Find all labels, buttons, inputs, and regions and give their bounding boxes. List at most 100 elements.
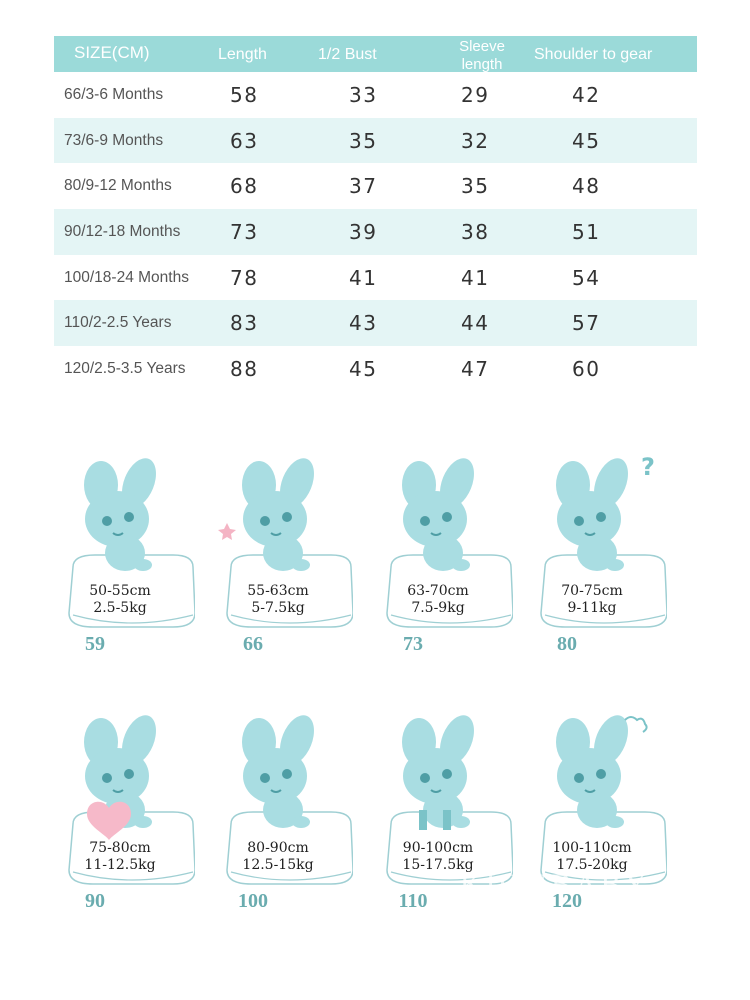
cell-half-bust: 37	[349, 174, 378, 199]
card-height: 50-55cm	[89, 583, 151, 599]
table-row: 66/3-6 Months 58 33 29 42	[54, 72, 697, 118]
bunny-body	[263, 792, 303, 828]
card-height: 75-80cm	[89, 840, 151, 856]
table-row: 80/9-12 Months 68 37 35 48	[54, 163, 697, 209]
cell-size: 90/12-18 Months	[64, 222, 181, 240]
card-height: 100-110cm	[552, 840, 632, 856]
cell-length: 88	[230, 356, 259, 381]
header-size: SIZE(CM)	[74, 43, 150, 62]
bunny-head	[403, 491, 467, 547]
bunny-heart-icon	[68, 715, 195, 885]
bunny-eye-right	[282, 512, 292, 522]
cell-half-bust: 35	[349, 128, 378, 153]
size-table: SIZE(CM) Length 1/2 Bust Sleeve length S…	[54, 36, 697, 392]
bunny-eye-left	[574, 773, 584, 783]
cell-size: 110/2-2.5 Years	[64, 314, 172, 332]
cell-half-bust: 45	[349, 356, 378, 381]
cell-shoulder-to-gear: 42	[572, 82, 601, 107]
bunny-foot	[452, 559, 470, 571]
steam-icon	[624, 716, 648, 733]
bunny-foot	[606, 559, 624, 571]
cell-shoulder-to-gear: 48	[572, 174, 601, 199]
bunny-head	[85, 748, 149, 804]
header-shoulder-to-gear: Shoulder to gear	[534, 46, 653, 63]
bunny-eye-right	[596, 512, 606, 522]
heart-icon	[87, 801, 131, 840]
table-row: 90/12-18 Months 73 39 38 51	[54, 209, 697, 255]
bunny-eye-right	[282, 769, 292, 779]
bunny-mouth	[430, 789, 442, 793]
tear-left-icon	[419, 810, 427, 830]
cushion-edge	[390, 614, 512, 624]
bunny-eye-right	[442, 512, 452, 522]
cell-shoulder-to-gear: 60	[572, 356, 601, 381]
size-card-110: 90-100cm 15-17.5kg 110	[363, 712, 513, 922]
cushion-edge	[544, 614, 666, 624]
cushion-icon	[226, 554, 353, 628]
cushion-icon	[540, 811, 667, 885]
bunny-eye-left	[420, 773, 430, 783]
cell-sleeve-length: 41	[461, 265, 490, 290]
cell-length: 68	[230, 174, 259, 199]
size-card-59: 50-55cm 2.5-5kg 59	[45, 455, 195, 665]
bunny-foot	[452, 816, 470, 828]
header-half-bust: 1/2 Bust	[318, 46, 377, 63]
bunny-head	[557, 748, 621, 804]
bunny-mouth	[270, 532, 282, 536]
bunny-head	[85, 491, 149, 547]
size-card-90: 75-80cm 11-12.5kg 90	[45, 712, 195, 922]
bunny-eye-left	[102, 516, 112, 526]
card-size-label: 90	[85, 890, 105, 912]
card-height: 70-75cm	[561, 583, 623, 599]
bunny-body	[263, 535, 303, 571]
cell-length: 73	[230, 219, 259, 244]
cell-shoulder-to-gear: 51	[572, 219, 601, 244]
table-header: SIZE(CM) Length 1/2 Bust Sleeve length S…	[54, 36, 697, 73]
table-row: 100/18-24 Months 78 41 41 54	[54, 255, 697, 301]
cushion-icon	[386, 554, 513, 628]
card-size-label: 110	[398, 890, 428, 912]
bunny-foot	[134, 559, 152, 571]
cell-sleeve-length: 35	[461, 174, 490, 199]
size-card-80: ? 70-75cm 9-11kg 80	[517, 455, 667, 665]
bunny-head	[243, 491, 307, 547]
bunny-surprised-icon	[386, 458, 513, 628]
bunny-eye-right	[124, 769, 134, 779]
bunny-mouth	[430, 532, 442, 536]
bunny-eye-left	[260, 516, 270, 526]
table-row: 73/6-9 Months 63 35 32 45	[54, 117, 697, 164]
card-weight: 17.5-20kg	[556, 857, 628, 873]
card-weight: 15-17.5kg	[402, 857, 474, 873]
cell-size: 100/18-24 Months	[64, 268, 189, 286]
watermark: KIGUBABY	[460, 868, 651, 901]
size-card-73: 63-70cm 7.5-9kg 73	[363, 455, 513, 665]
card-height: 63-70cm	[407, 583, 469, 599]
cushion-edge	[230, 614, 352, 624]
bunny-body	[105, 535, 145, 571]
bunny-eye-left	[574, 516, 584, 526]
bunny-smile-icon	[68, 458, 195, 628]
bunny-body	[577, 535, 617, 571]
card-size-label: 73	[403, 633, 423, 655]
tear-right-icon	[443, 810, 451, 830]
bunny-foot	[292, 816, 310, 828]
size-card-120: 100-110cm 17.5-20kg 120	[517, 712, 667, 922]
cushion-icon	[540, 554, 667, 628]
bunny-mouth	[270, 789, 282, 793]
card-weight: 5-7.5kg	[251, 600, 305, 616]
cell-size: 80/9-12 Months	[64, 177, 172, 195]
cell-sleeve-length: 29	[461, 82, 490, 107]
card-size-label: 80	[557, 633, 577, 655]
cushion-icon	[386, 811, 513, 885]
cell-size: 120/2.5-3.5 Years	[64, 359, 186, 377]
bunny-star-icon	[218, 458, 353, 628]
cushion-edge	[544, 871, 666, 881]
bunny-head	[557, 491, 621, 547]
table-row: 110/2-2.5 Years 83 43 44 57	[54, 300, 697, 347]
question-mark-icon: ?	[641, 455, 655, 481]
bunny-eye-right	[596, 769, 606, 779]
bunny-mouth	[584, 532, 596, 536]
bunny-mouth	[112, 789, 124, 793]
card-weight: 7.5-9kg	[411, 600, 465, 616]
